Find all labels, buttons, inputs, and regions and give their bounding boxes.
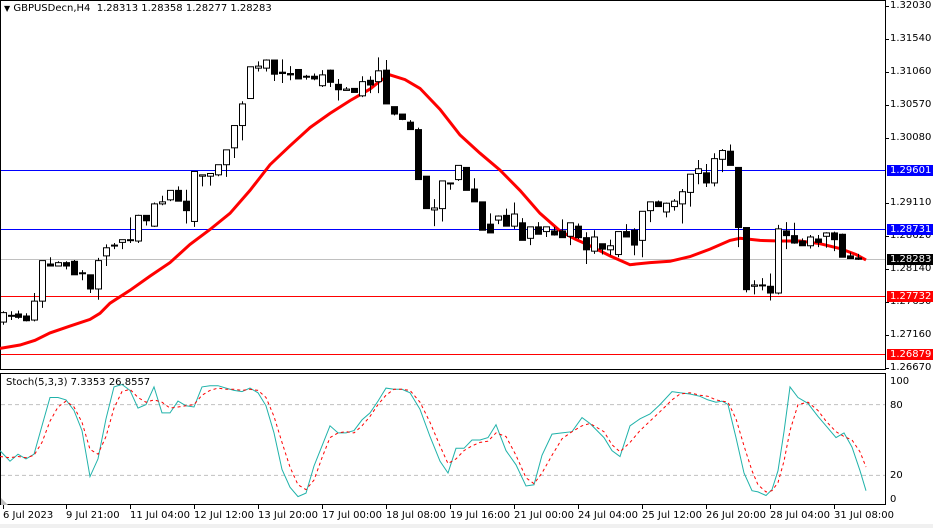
price-tick-label: 1.26670 (890, 362, 932, 373)
symbol-label: GBPUSDecn,H4 (13, 3, 91, 14)
main-panel-frame (0, 0, 886, 370)
stochastic-lines (0, 383, 885, 498)
resistance-2-tag: 1.28731 (887, 223, 933, 235)
chart-title: ▼ GBPUSDecn,H4 1.28313 1.28358 1.28277 1… (4, 3, 272, 14)
support-2-tag: 1.26879 (887, 348, 933, 360)
axis-ticks (3, 6, 889, 509)
time-tick-label: 21 Jul 00:00 (514, 510, 574, 521)
time-tick-label: 28 Jul 04:00 (770, 510, 830, 521)
price-tick-label: 1.31060 (890, 66, 932, 77)
time-tick-label: 25 Jul 12:00 (642, 510, 702, 521)
resistance-1-tag: 1.29601 (887, 164, 933, 176)
status-bar (0, 524, 933, 528)
stoch-tick-label: 20 (890, 470, 903, 482)
price-tick-label: 1.31540 (890, 33, 932, 44)
price-tick-label: 1.28620 (890, 230, 932, 241)
scroll-corner-icon (1, 498, 8, 505)
time-tick-label: 12 Jul 12:00 (194, 510, 254, 521)
time-tick-label: 6 Jul 2023 (3, 510, 54, 521)
stoch-panel-frame (0, 373, 886, 505)
stoch-title: Stoch(5,3,3) 7.3353 26.8557 (6, 377, 151, 388)
time-tick-label: 11 Jul 04:00 (130, 510, 190, 521)
price-tick-label: 1.30080 (890, 132, 932, 143)
time-tick-label: 9 Jul 21:00 (66, 510, 120, 521)
price-tick-label: 1.28140 (890, 263, 932, 274)
price-tick-label: 1.30570 (890, 99, 932, 110)
price-tick-label: 1.27160 (890, 329, 932, 340)
price-tick-label: 1.32030 (890, 0, 932, 11)
time-tick-label: 31 Jul 08:00 (834, 510, 894, 521)
price-tick-label: 1.29110 (890, 197, 932, 208)
time-tick-label: 13 Jul 20:00 (258, 510, 318, 521)
time-tick-label: 17 Jul 00:00 (322, 510, 382, 521)
time-tick-label: 24 Jul 04:00 (578, 510, 638, 521)
moving-average-line (0, 73, 867, 350)
support-1-tag: 1.27732 (887, 290, 933, 302)
stoch-tick-label: 100 (890, 376, 910, 387)
stoch-tick-label: 0 (890, 494, 897, 505)
collapse-triangle-icon[interactable]: ▼ (4, 4, 11, 13)
time-tick-label: 26 Jul 20:00 (706, 510, 766, 521)
current-price-tag: 1.28283 (887, 253, 933, 265)
time-tick-label: 18 Jul 08:00 (386, 510, 446, 521)
stoch-tick-label: 80 (890, 399, 903, 411)
time-tick-label: 19 Jul 16:00 (450, 510, 510, 521)
candlesticks (0, 57, 862, 325)
ohlc-values: 1.28313 1.28358 1.28277 1.28283 (96, 3, 272, 14)
price-tick-label: 1.27650 (890, 296, 932, 307)
